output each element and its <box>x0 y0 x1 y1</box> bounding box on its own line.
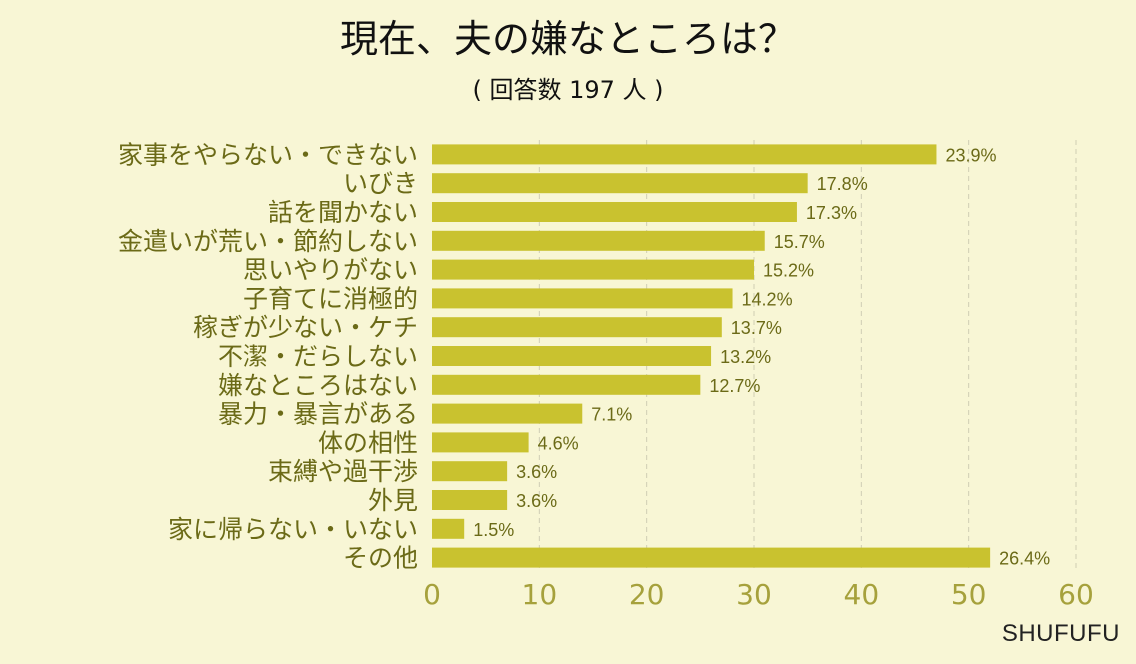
category-label: 家に帰らない・いない <box>168 515 418 544</box>
bar <box>432 432 529 453</box>
category-label: 暴力・暴言がある <box>218 400 418 429</box>
bar <box>432 518 465 539</box>
value-label: 23.9% <box>945 145 996 165</box>
value-label: 15.7% <box>774 232 825 252</box>
category-label: 思いやりがない <box>243 256 418 285</box>
category-label: 不潔・だらしない <box>218 342 418 371</box>
value-label: 26.4% <box>999 549 1050 569</box>
category-label: 家事をやらない・できない <box>118 140 418 169</box>
value-label: 15.2% <box>763 261 814 281</box>
bar <box>432 230 765 251</box>
value-label: 13.7% <box>731 318 782 338</box>
bar <box>432 490 508 510</box>
value-label: 7.1% <box>591 405 632 425</box>
bar <box>432 374 701 395</box>
bar <box>432 346 712 366</box>
bar <box>432 259 754 280</box>
category-label: いびき <box>343 169 418 198</box>
brand-logo-text: SHUFUFU <box>1001 620 1120 647</box>
x-tick-label: 40 <box>844 578 880 611</box>
value-label: 14.2% <box>742 289 793 309</box>
value-label: 3.6% <box>516 462 557 482</box>
category-label: 話を聞かない <box>268 198 418 227</box>
category-label: その他 <box>343 544 418 573</box>
x-tick-label: 0 <box>423 578 441 611</box>
category-label: 束縛や過干渉 <box>268 457 418 486</box>
bar <box>432 547 991 568</box>
x-tick-label: 30 <box>736 578 772 611</box>
category-label: 子育てに消極的 <box>243 284 418 313</box>
category-label: 外見 <box>368 486 418 515</box>
chart-title: 現在、夫の嫌なところは？ <box>339 17 796 61</box>
x-tick-label: 50 <box>951 578 987 611</box>
category-label: 金遣いが荒い・節約しない <box>118 227 418 256</box>
bar <box>432 202 797 222</box>
value-label: 12.7% <box>709 376 760 396</box>
x-tick-label: 10 <box>522 578 558 611</box>
bar <box>432 461 508 482</box>
bar <box>432 317 722 338</box>
category-label: 稼ぎが少ない・ケチ <box>193 313 418 342</box>
value-label: 1.5% <box>473 520 514 540</box>
x-tick-label: 60 <box>1058 578 1094 611</box>
category-label: 嫌なところはない <box>218 371 418 400</box>
x-tick-label: 20 <box>629 578 665 611</box>
category-label: 体の相性 <box>318 428 418 457</box>
bar <box>432 144 937 165</box>
bar <box>432 403 583 424</box>
value-label: 17.3% <box>806 203 857 223</box>
bar <box>432 173 808 194</box>
chart-subtitle: ( 回答数 197 人 ) <box>472 76 664 104</box>
value-label: 3.6% <box>516 491 557 511</box>
bar <box>432 288 733 309</box>
value-label: 4.6% <box>538 433 579 453</box>
value-label: 17.8% <box>817 174 868 194</box>
value-label: 13.2% <box>720 347 771 367</box>
